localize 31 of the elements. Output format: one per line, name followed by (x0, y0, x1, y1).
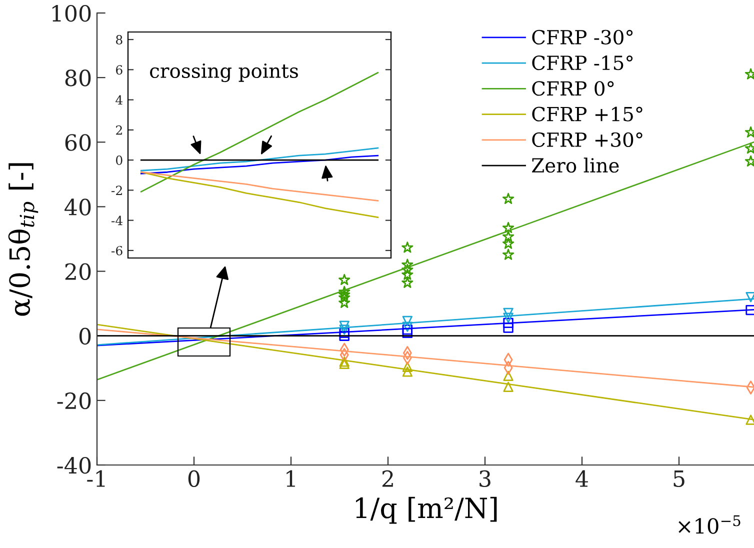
x-tick-label: 5 (674, 470, 684, 488)
annotation: crossing points (150, 63, 298, 82)
y-tick-label: 4 (116, 95, 123, 105)
y-tick-label: 2 (116, 125, 122, 135)
y-tick-label: 100 (52, 4, 91, 22)
y-tick-label: -20 (57, 392, 91, 410)
x-tick-label: 2 (382, 470, 393, 487)
y-tick-label: 60 (65, 134, 91, 151)
y-tick-label: -2 (112, 186, 122, 195)
legend-label: CFRP -15° (532, 55, 633, 70)
y-tick-label: 80 (65, 70, 91, 86)
y-tick-label: -4 (112, 216, 123, 226)
x-tick-label: 4 (576, 470, 588, 487)
y-tick-label: 0 (79, 328, 91, 345)
y-tick-label: 6 (116, 65, 122, 75)
legend-label: CFRP -30° (532, 30, 633, 45)
x-tick-label: 1 (286, 470, 295, 487)
legend-label: Zero line (532, 158, 619, 173)
y-tick-label: 20 (65, 263, 91, 280)
x-tick-label: 3 (480, 470, 490, 488)
legend-label: CFRP 0° (532, 81, 614, 96)
y-tick-label: -6 (112, 246, 122, 256)
legend-label: CFRP +30° (532, 132, 642, 148)
x-tick-label: 0 (188, 470, 200, 488)
x-axis-title: 1/q [m²/N] (356, 496, 497, 524)
y-tick-label: 8 (116, 35, 122, 44)
legend-label: CFRP +15° (532, 106, 642, 122)
y-tick-label: 0 (116, 156, 122, 165)
y-axis-title: α/0.5θ$_{tip}$ [-] (8, 163, 38, 316)
y-tick-label: 40 (64, 198, 91, 216)
text: ×10$^{−5}$ (678, 515, 740, 534)
